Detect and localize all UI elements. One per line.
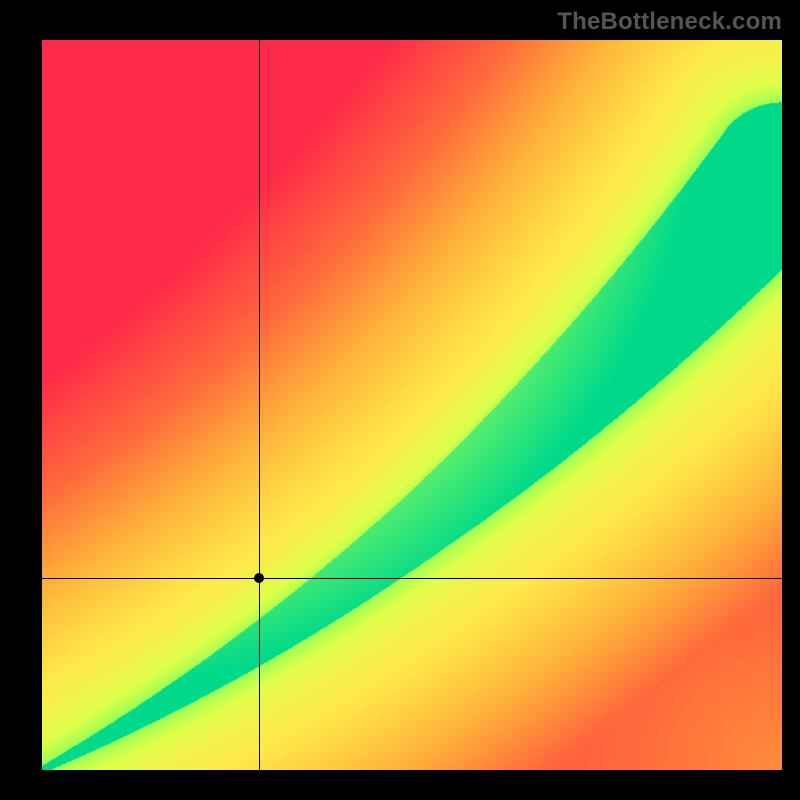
crosshair-marker — [254, 573, 264, 583]
watermark-text: TheBottleneck.com — [557, 8, 782, 36]
plot-area — [42, 40, 782, 770]
crosshair-vertical — [259, 40, 260, 770]
crosshair-horizontal — [42, 578, 782, 579]
heatmap-canvas — [42, 40, 782, 770]
